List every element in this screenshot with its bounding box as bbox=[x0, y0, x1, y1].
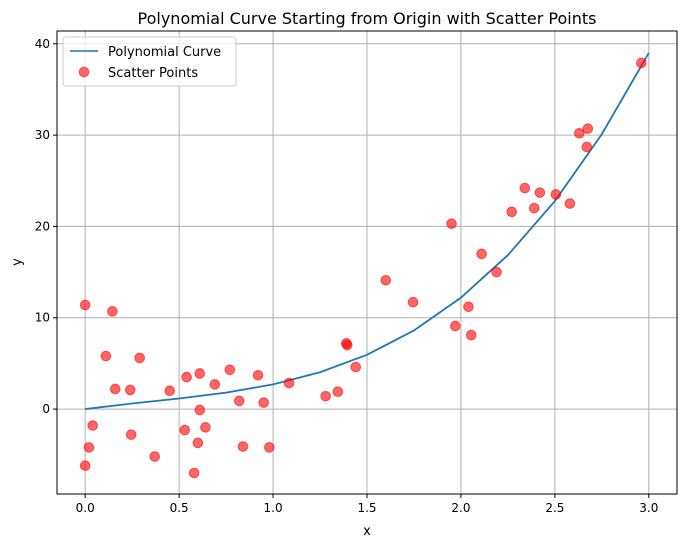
scatter-point bbox=[233, 395, 245, 407]
y-tick-label: 40 bbox=[35, 37, 50, 51]
scatter-point bbox=[124, 384, 136, 396]
scatter-point bbox=[194, 368, 206, 379]
x-axis-label: x bbox=[363, 524, 371, 539]
scatter-point bbox=[332, 386, 344, 398]
scatter-point bbox=[188, 467, 200, 479]
scatter-point bbox=[581, 141, 593, 153]
grid bbox=[57, 31, 677, 494]
scatter-point bbox=[252, 369, 264, 381]
scatter-point bbox=[179, 424, 191, 436]
y-tick-label: 10 bbox=[35, 311, 50, 325]
scatter-point bbox=[564, 198, 576, 209]
scatter-point bbox=[209, 379, 221, 390]
legend: Polynomial Curve Scatter Points bbox=[62, 36, 237, 87]
scatter-point bbox=[407, 296, 419, 308]
scatter-point bbox=[283, 377, 295, 389]
scatter-point bbox=[181, 371, 192, 383]
y-tick-label: 30 bbox=[35, 128, 50, 142]
scatter-point bbox=[87, 420, 98, 431]
scatter-point bbox=[450, 320, 461, 332]
scatter-point bbox=[100, 350, 112, 362]
scatter-point bbox=[341, 339, 353, 351]
x-tick-label: 0.0 bbox=[76, 501, 95, 515]
polynomial-curve-line bbox=[85, 52, 650, 410]
scatter-point bbox=[446, 218, 457, 229]
x-tick-label: 3.0 bbox=[639, 501, 658, 515]
x-tick-label: 1.5 bbox=[357, 501, 376, 515]
scatter-point bbox=[519, 182, 531, 194]
scatter-point bbox=[164, 385, 176, 397]
scatter-point bbox=[636, 57, 647, 69]
scatter-point bbox=[264, 442, 275, 453]
legend-box bbox=[62, 36, 237, 87]
scatter-point bbox=[463, 301, 474, 313]
scatter-point bbox=[582, 123, 594, 135]
scatter-point bbox=[224, 364, 236, 376]
x-tick-label: 2.0 bbox=[451, 501, 470, 515]
scatter-point bbox=[107, 306, 118, 317]
y-axis-label: y bbox=[10, 258, 25, 266]
scatter-point bbox=[79, 299, 91, 311]
scatter-point bbox=[550, 189, 562, 200]
curve-layer bbox=[85, 52, 650, 410]
y-tick-label: 0 bbox=[42, 402, 50, 416]
chart-title: Polynomial Curve Starting from Origin wi… bbox=[138, 9, 597, 28]
scatter-point bbox=[83, 442, 95, 453]
legend-label-curve: Polynomial Curve bbox=[108, 45, 221, 60]
legend-label-scatter: Scatter Points bbox=[108, 66, 198, 81]
scatter-point bbox=[506, 206, 517, 218]
scatter-point bbox=[79, 460, 91, 471]
scatter-point bbox=[109, 383, 121, 395]
scatter-point bbox=[465, 329, 477, 341]
legend-marker-scatter bbox=[78, 66, 90, 78]
x-tick-label: 0.5 bbox=[170, 501, 189, 515]
scatter-point bbox=[534, 187, 546, 198]
scatter-point bbox=[134, 352, 145, 364]
scatter-point bbox=[528, 202, 540, 214]
scatter-point bbox=[200, 422, 211, 433]
scatter-point bbox=[192, 437, 204, 449]
scatter-point bbox=[258, 397, 269, 408]
scatter-point bbox=[149, 451, 160, 462]
scatter-point bbox=[476, 248, 487, 260]
scatter-point bbox=[380, 275, 392, 286]
scatter-point bbox=[574, 127, 585, 139]
x-tick-label: 1.0 bbox=[264, 501, 283, 515]
ticks: 0.0 0.5 1.0 1.5 2.0 2.5 3.0 0 10 20 30 40 bbox=[35, 37, 659, 515]
x-tick-label: 2.5 bbox=[545, 501, 564, 515]
scatter-point bbox=[194, 404, 206, 416]
scatter-point bbox=[237, 441, 249, 452]
scatter-point bbox=[125, 429, 137, 440]
y-tick-label: 20 bbox=[35, 219, 50, 233]
scatter-point bbox=[491, 266, 502, 278]
scatter-layer bbox=[79, 57, 647, 479]
scatter-point bbox=[320, 390, 331, 402]
scatter-point bbox=[350, 361, 362, 373]
